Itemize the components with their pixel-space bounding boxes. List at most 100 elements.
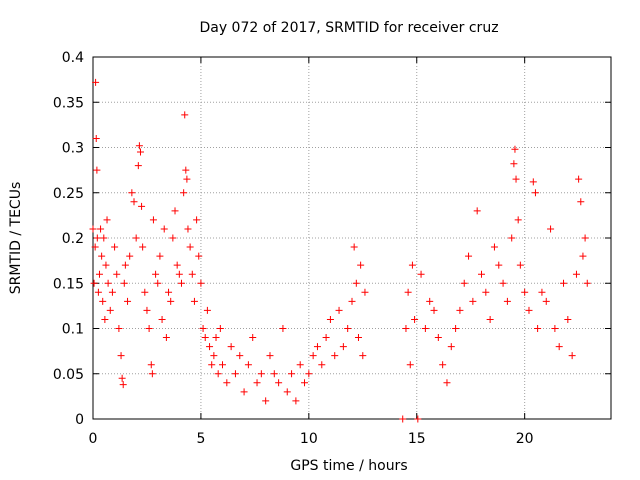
data-point bbox=[344, 325, 352, 332]
data-point bbox=[249, 334, 257, 342]
data-point bbox=[292, 397, 300, 405]
data-point bbox=[147, 361, 155, 369]
data-point bbox=[352, 279, 360, 287]
data-point bbox=[283, 388, 291, 396]
data-point bbox=[92, 78, 100, 86]
data-point bbox=[206, 343, 214, 351]
data-point bbox=[469, 297, 477, 305]
data-point bbox=[158, 315, 166, 323]
y-tick-label: 0.25 bbox=[53, 186, 84, 202]
y-tick-label: 0.15 bbox=[53, 276, 84, 292]
data-point bbox=[434, 334, 442, 342]
data-point bbox=[171, 207, 179, 215]
data-point bbox=[98, 252, 106, 260]
data-point bbox=[331, 352, 339, 360]
y-tick-label: 0.05 bbox=[53, 367, 84, 383]
data-point bbox=[296, 361, 304, 369]
data-point bbox=[575, 175, 583, 183]
data-point bbox=[138, 202, 146, 210]
data-point bbox=[90, 279, 98, 287]
data-point bbox=[402, 325, 410, 332]
data-point bbox=[326, 315, 334, 323]
data-point bbox=[572, 270, 580, 278]
data-point bbox=[148, 370, 156, 378]
data-point bbox=[473, 207, 481, 215]
data-point bbox=[181, 111, 189, 119]
data-point bbox=[417, 270, 425, 278]
data-point bbox=[564, 315, 572, 323]
data-point bbox=[175, 270, 183, 278]
data-point bbox=[182, 166, 190, 174]
data-point bbox=[313, 343, 321, 351]
data-point bbox=[411, 315, 419, 323]
data-point bbox=[465, 252, 473, 260]
data-point bbox=[270, 370, 278, 378]
x-tick-label: 5 bbox=[196, 431, 205, 447]
data-point bbox=[452, 325, 460, 332]
data-point bbox=[253, 379, 261, 387]
data-point bbox=[512, 175, 520, 183]
data-point bbox=[214, 370, 222, 378]
data-point bbox=[100, 234, 108, 242]
data-point bbox=[538, 288, 546, 296]
data-point bbox=[262, 397, 270, 405]
data-point bbox=[447, 343, 455, 351]
chart-title: Day 072 of 2017, SRMTID for receiver cru… bbox=[199, 20, 498, 36]
data-point bbox=[430, 306, 438, 314]
data-point bbox=[128, 189, 136, 197]
data-point bbox=[188, 270, 196, 278]
data-point bbox=[94, 288, 102, 296]
data-point bbox=[318, 361, 326, 369]
axis-ticks: 0 0.05 0.1 0.15 0.2 0.25 0.3 0.35 0.4 0 5 10 15 20 bbox=[53, 50, 611, 447]
data-point bbox=[335, 306, 343, 314]
data-point bbox=[443, 379, 451, 387]
data-point bbox=[560, 279, 568, 287]
data-point bbox=[108, 288, 116, 296]
y-tick-label: 0.35 bbox=[53, 95, 84, 111]
data-point bbox=[130, 198, 138, 206]
data-point bbox=[555, 343, 563, 351]
data-point bbox=[583, 279, 591, 287]
data-point bbox=[486, 315, 494, 323]
data-point bbox=[119, 381, 127, 389]
data-point bbox=[101, 315, 109, 323]
data-point bbox=[169, 234, 177, 242]
data-point bbox=[482, 288, 490, 296]
data-point bbox=[244, 361, 252, 369]
data-point bbox=[577, 198, 585, 206]
data-point bbox=[160, 225, 168, 233]
data-point bbox=[193, 216, 201, 224]
data-point bbox=[141, 288, 149, 296]
data-point bbox=[350, 243, 358, 251]
data-point bbox=[95, 270, 103, 278]
data-point bbox=[167, 297, 175, 305]
data-point bbox=[201, 334, 209, 342]
data-point bbox=[103, 216, 111, 224]
data-point bbox=[97, 225, 105, 233]
data-point bbox=[511, 145, 519, 153]
data-point bbox=[99, 297, 107, 305]
data-point bbox=[152, 270, 160, 278]
data-point bbox=[89, 225, 97, 233]
data-point bbox=[236, 352, 244, 360]
data-point bbox=[195, 252, 203, 260]
data-point bbox=[542, 297, 550, 305]
data-point bbox=[102, 261, 110, 269]
data-point bbox=[162, 334, 170, 342]
data-point bbox=[339, 343, 347, 351]
data-point bbox=[426, 297, 434, 305]
data-point bbox=[406, 361, 414, 369]
data-point bbox=[227, 343, 235, 351]
data-point bbox=[288, 370, 296, 378]
data-point bbox=[404, 288, 412, 296]
data-point bbox=[126, 252, 134, 260]
data-point bbox=[309, 352, 317, 360]
y-tick-label: 0.3 bbox=[62, 141, 84, 157]
data-point bbox=[177, 279, 185, 287]
data-point bbox=[154, 279, 162, 287]
data-point bbox=[104, 279, 112, 287]
data-point bbox=[136, 148, 144, 156]
data-point bbox=[266, 352, 274, 360]
data-point bbox=[499, 279, 507, 287]
